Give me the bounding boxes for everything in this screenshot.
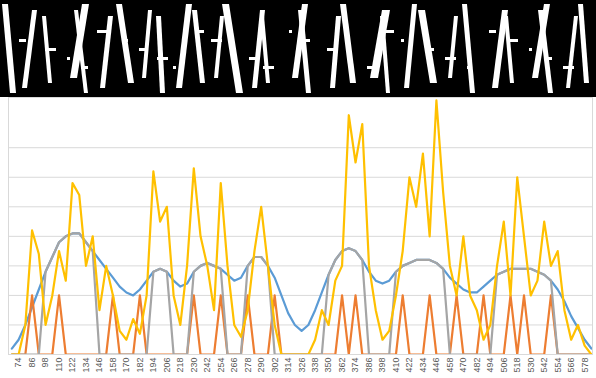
- svg-text:338: 338: [310, 358, 320, 373]
- svg-text:386: 386: [364, 358, 374, 373]
- svg-text:482: 482: [472, 358, 482, 373]
- svg-text:122: 122: [67, 358, 77, 373]
- svg-text:98: 98: [40, 358, 50, 368]
- svg-text:86: 86: [27, 358, 37, 368]
- svg-text:146: 146: [94, 358, 104, 373]
- svg-text:578: 578: [580, 358, 590, 373]
- svg-text:446: 446: [431, 358, 441, 373]
- svg-text:554: 554: [553, 358, 563, 373]
- svg-text:362: 362: [337, 358, 347, 373]
- svg-text:74: 74: [13, 358, 23, 368]
- svg-text:194: 194: [148, 358, 158, 373]
- svg-text:470: 470: [458, 358, 468, 373]
- svg-text:314: 314: [283, 358, 293, 373]
- svg-text:242: 242: [202, 358, 212, 373]
- svg-text:422: 422: [404, 358, 414, 373]
- svg-text:566: 566: [566, 358, 576, 373]
- svg-text:254: 254: [216, 358, 226, 373]
- svg-text:434: 434: [418, 358, 428, 373]
- svg-text:542: 542: [539, 358, 549, 373]
- svg-text:278: 278: [243, 358, 253, 373]
- svg-text:110: 110: [54, 358, 64, 372]
- svg-text:326: 326: [297, 358, 307, 373]
- svg-text:374: 374: [350, 358, 360, 373]
- svg-text:458: 458: [445, 358, 455, 373]
- svg-text:518: 518: [512, 358, 522, 373]
- svg-text:302: 302: [270, 358, 280, 373]
- svg-text:230: 230: [189, 358, 199, 373]
- svg-text:410: 410: [391, 358, 401, 373]
- svg-text:266: 266: [229, 358, 239, 373]
- svg-text:182: 182: [135, 358, 145, 373]
- svg-text:494: 494: [485, 358, 495, 373]
- svg-text:206: 206: [162, 358, 172, 373]
- svg-text:506: 506: [499, 358, 509, 373]
- svg-text:350: 350: [323, 358, 333, 373]
- svg-text:530: 530: [526, 358, 536, 373]
- svg-text:158: 158: [108, 358, 118, 373]
- svg-text:218: 218: [175, 358, 185, 373]
- svg-text:398: 398: [377, 358, 387, 373]
- svg-text:290: 290: [256, 358, 266, 373]
- svg-text:134: 134: [81, 358, 91, 373]
- svg-text:170: 170: [121, 358, 131, 373]
